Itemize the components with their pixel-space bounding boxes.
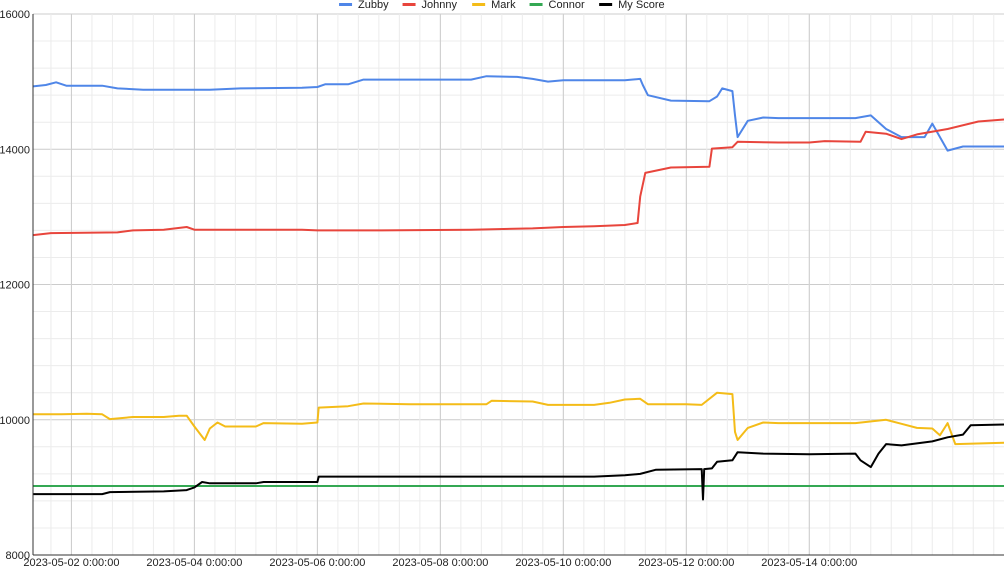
legend-label: Johnny	[422, 0, 458, 11]
y-tick-label: 16000	[0, 9, 30, 21]
x-tick-label: 2023-05-04 0:00:00	[146, 557, 242, 567]
x-tick-label: 2023-05-14 0:00:00	[761, 557, 857, 567]
y-tick-label: 12000	[0, 280, 30, 292]
y-tick-label: 10000	[0, 415, 30, 427]
grid	[33, 13, 1004, 556]
series-layer	[32, 75, 1004, 501]
x-tick-label: 2023-05-12 0:00:00	[638, 557, 734, 567]
y-tick-label: 14000	[0, 144, 30, 156]
series-line-zubby	[32, 75, 1004, 152]
series-line-johnny	[32, 118, 1004, 237]
legend-swatch-my-score	[599, 3, 613, 6]
series-line-my-score	[33, 423, 1004, 501]
legend-label: Connor	[549, 0, 585, 11]
series-line-mark	[33, 391, 1004, 446]
x-tick-label: 2023-05-08 0:00:00	[392, 557, 488, 567]
legend-swatch-zubby	[339, 3, 353, 6]
y-tick-label: 8000	[6, 550, 30, 562]
x-tick-label: 2023-05-02 0:00:00	[23, 557, 119, 567]
x-tick-label: 2023-05-10 0:00:00	[515, 557, 611, 567]
legend-swatch-johnny	[402, 3, 416, 6]
legend: Zubby Johnny Mark Connor My Score	[339, 0, 665, 11]
legend-label: Mark	[491, 0, 516, 11]
legend-swatch-connor	[529, 3, 543, 6]
legend-swatch-mark	[472, 3, 486, 6]
legend-label: Zubby	[358, 0, 389, 11]
legend-label: My Score	[618, 0, 664, 11]
x-tick-label: 2023-05-06 0:00:00	[269, 557, 365, 567]
axes: 8000 10000 12000 14000 16000 2023-05-02 0:00:…	[0, 9, 1004, 567]
